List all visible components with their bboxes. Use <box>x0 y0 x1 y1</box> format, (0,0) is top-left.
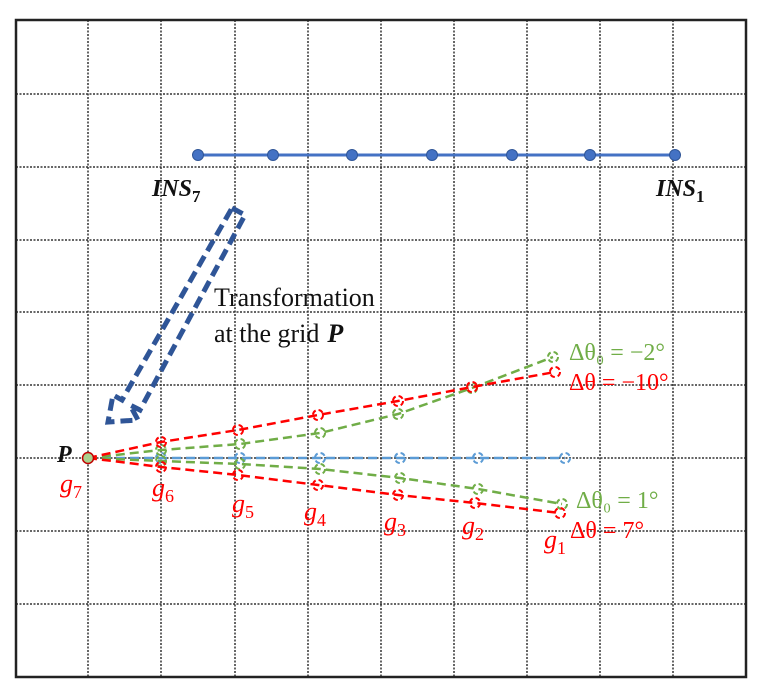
fan-point <box>469 497 481 509</box>
g-labels: g7 g6 g5 g4 g3 g2 g1 <box>60 469 566 558</box>
fan-point <box>155 461 167 473</box>
transform-label-line2: at the grid P <box>214 319 344 348</box>
annotation-green-upper: Δθ₀ = −2° <box>569 340 665 366</box>
annotation-green-lower: Δθ₀ = 1° <box>576 488 658 514</box>
fan-point <box>234 452 246 464</box>
grid-border <box>14 18 748 679</box>
fan-point <box>394 472 406 484</box>
fan-point <box>466 381 478 393</box>
fan-paths <box>81 351 571 519</box>
ins-point <box>267 149 279 161</box>
fan-point <box>314 463 326 475</box>
ins7-label: INS7 <box>151 176 201 206</box>
fan-point <box>314 452 326 464</box>
fan-point <box>559 452 571 464</box>
ins-point <box>584 149 596 161</box>
fan-point <box>155 436 167 448</box>
point-p-label: P <box>56 442 72 468</box>
fan-point <box>155 455 167 467</box>
annotation-red-lower: Δθ = 7° <box>570 518 644 544</box>
fan-path-red-lower <box>87 456 561 515</box>
fan-point <box>549 366 561 378</box>
ins-point <box>426 149 438 161</box>
fan-point <box>232 424 244 436</box>
fan-point <box>312 479 324 491</box>
ins-track <box>192 149 681 161</box>
ins1-label: INS1 <box>655 176 705 206</box>
grid <box>16 20 746 677</box>
origin-point-p <box>81 451 95 465</box>
fan-point <box>232 469 244 481</box>
ins-point <box>506 149 518 161</box>
fan-path-green-upper <box>87 355 554 460</box>
g-label: g7 <box>60 469 82 502</box>
fan-point <box>155 444 167 456</box>
fan-point <box>234 458 246 470</box>
annotation-red-upper: Δθ = −10° <box>569 370 669 396</box>
fan-point <box>392 395 404 407</box>
fan-point <box>392 408 404 420</box>
fan-point <box>556 498 568 510</box>
g-label: g6 <box>152 473 174 506</box>
fan-point <box>472 483 484 495</box>
fan-point <box>314 427 326 439</box>
transform-label-line1: Transformation <box>214 283 375 312</box>
fan-path-red-upper <box>87 370 556 460</box>
fan-point <box>472 452 484 464</box>
g-label: g4 <box>304 497 326 530</box>
fan-point <box>392 489 404 501</box>
ins-point <box>346 149 358 161</box>
fan-path-green-lower <box>87 456 563 506</box>
transform-arrow-icon <box>104 204 249 425</box>
g-label: g5 <box>232 489 254 522</box>
ins-point <box>192 149 204 161</box>
g-label: g2 <box>462 511 484 544</box>
fan-point <box>234 438 246 450</box>
fan-point <box>554 507 566 519</box>
fan-point <box>394 452 406 464</box>
ins-point <box>669 149 681 161</box>
fan-point <box>547 351 559 363</box>
g-label: g3 <box>384 507 406 540</box>
fan-point <box>312 409 324 421</box>
g-label: g1 <box>544 525 566 558</box>
